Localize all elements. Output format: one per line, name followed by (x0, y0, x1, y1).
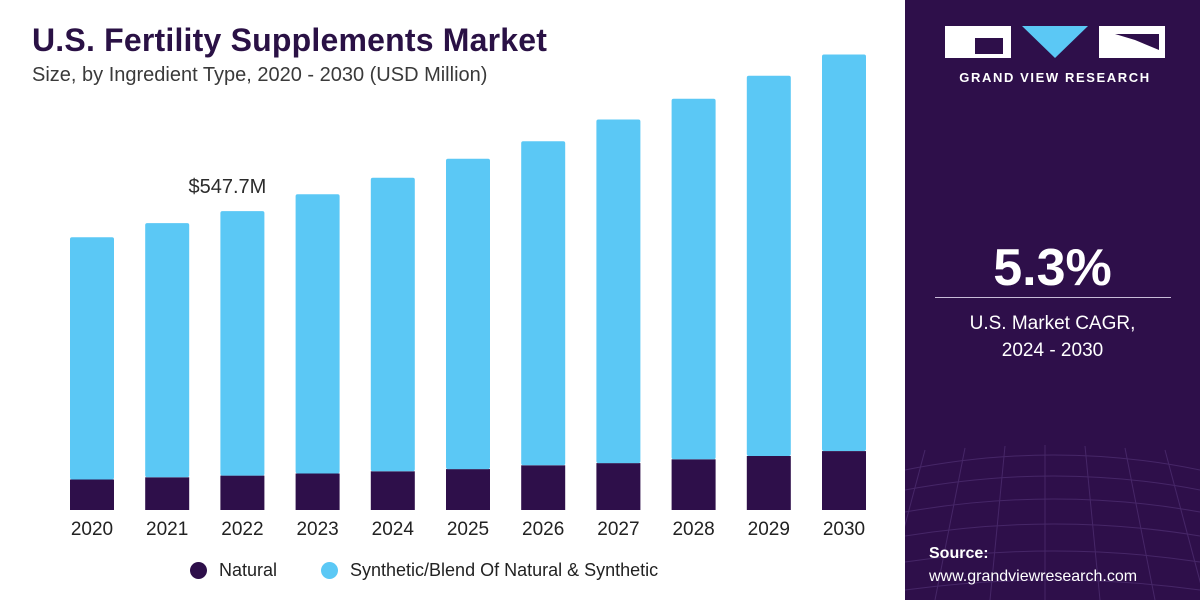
chart-subtitle: Size, by Ingredient Type, 2020 - 2030 (U… (32, 64, 488, 86)
bar-synthetic-2024 (370, 177, 415, 472)
grid-background (905, 445, 1200, 600)
bar-natural-2023 (295, 473, 340, 510)
bar-natural-2021 (145, 477, 190, 510)
bar-natural-2026 (521, 465, 566, 510)
source-link[interactable]: www.grandviewresearch.com (929, 568, 1138, 585)
bar-synthetic-2026 (521, 141, 566, 466)
cagr-label-line1: U.S. Market CAGR, (969, 313, 1136, 334)
chart-panel: U.S. Fertility Supplements Market Size, … (0, 22, 905, 590)
legend-swatch-natural (190, 562, 207, 579)
x-tick-label-2021: 2021 (146, 519, 188, 540)
brand-logo: GRAND VIEW RESEARCH (945, 24, 1165, 94)
x-tick-label-2025: 2025 (447, 519, 489, 540)
source-label: Source: (929, 545, 989, 562)
x-tick-label-2024: 2024 (372, 519, 415, 540)
bar-natural-2025 (446, 469, 490, 510)
chart-title: U.S. Fertility Supplements Market (32, 22, 548, 58)
bar-synthetic-2028 (671, 98, 716, 460)
bar-synthetic-2029 (746, 75, 791, 457)
x-tick-label-2023: 2023 (296, 519, 338, 540)
bar-natural-2029 (746, 456, 791, 510)
cagr-label-line2: 2024 - 2030 (1001, 340, 1104, 361)
x-tick-label-2022: 2022 (221, 519, 263, 540)
logo-mark-icon (945, 26, 1165, 58)
bar-natural-2020 (70, 479, 114, 510)
legend-item-synthetic: Synthetic/Blend Of Natural & Synthetic (321, 560, 658, 581)
x-tick-label-2026: 2026 (522, 519, 564, 540)
bar-chart: 2020 2021 2022 2023 2024 2025 2026 2027 2028 2029… (70, 54, 866, 540)
bar-synthetic-2030 (822, 54, 866, 451)
bar-natural-2030 (822, 451, 866, 510)
bar-natural-2028 (671, 459, 716, 510)
bar-natural-2022 (220, 475, 265, 510)
x-tick-label-2029: 2029 (748, 519, 790, 540)
cagr-label: U.S. Market CAGR, 2024 - 2030 (905, 310, 1200, 364)
brand-name: GRAND VIEW RESEARCH (959, 70, 1151, 85)
legend-item-natural: Natural (190, 560, 277, 581)
cagr-value: 5.3% (993, 239, 1112, 297)
legend-label-synthetic: Synthetic/Blend Of Natural & Synthetic (350, 560, 659, 580)
bar-natural-2027 (596, 463, 641, 510)
data-label-2022: $547.7M (188, 176, 266, 198)
legend-label-natural: Natural (219, 560, 278, 580)
bar-synthetic-2022 (220, 211, 265, 476)
bar-synthetic-2023 (295, 194, 340, 474)
x-tick-label-2030: 2030 (823, 519, 865, 540)
bar-synthetic-2025 (446, 158, 490, 470)
bar-synthetic-2027 (596, 119, 641, 464)
bar-synthetic-2021 (145, 223, 190, 478)
x-tick-label-2028: 2028 (672, 519, 714, 540)
x-tick-label-2027: 2027 (597, 519, 639, 540)
x-tick-label-2020: 2020 (71, 519, 113, 540)
bar-natural-2024 (370, 471, 415, 510)
cagr-divider (935, 297, 1171, 298)
bar-synthetic-2020 (70, 237, 114, 480)
side-panel: GRAND VIEW RESEARCH 5.3% U.S. Market CAG… (905, 0, 1200, 600)
legend: Natural Synthetic/Blend Of Natural & Syn… (0, 560, 905, 590)
legend-swatch-synthetic (321, 562, 338, 579)
